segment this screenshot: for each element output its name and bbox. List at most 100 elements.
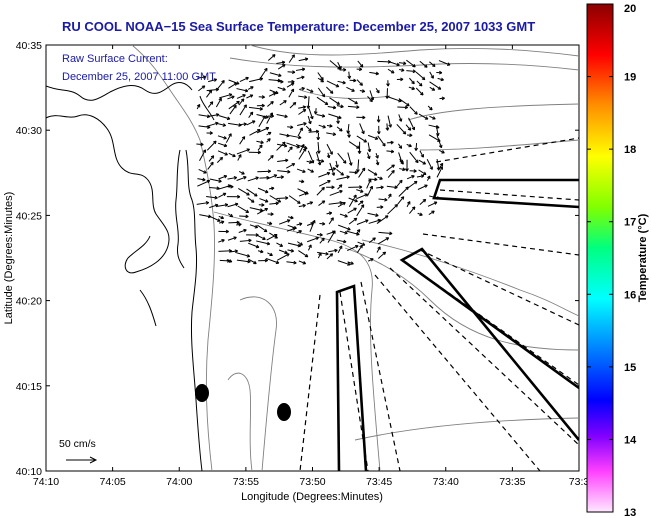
x-tick-label: 73:35 bbox=[499, 476, 525, 488]
current-vector bbox=[236, 148, 250, 155]
current-vector bbox=[358, 167, 366, 178]
current-vector bbox=[305, 125, 312, 132]
current-vector bbox=[247, 197, 255, 203]
x-tick-label: 74:10 bbox=[33, 476, 59, 488]
current-vector bbox=[306, 88, 314, 93]
current-vector bbox=[337, 245, 343, 254]
current-vector bbox=[229, 105, 237, 115]
current-vector bbox=[366, 179, 372, 189]
current-vector bbox=[337, 116, 339, 124]
current-vector bbox=[356, 244, 363, 253]
current-vector bbox=[406, 59, 416, 68]
current-vector bbox=[406, 175, 415, 180]
current-vector bbox=[276, 197, 289, 200]
current-vector bbox=[196, 202, 209, 205]
current-vector bbox=[199, 149, 206, 161]
current-vector bbox=[356, 193, 368, 200]
current-vector bbox=[288, 54, 295, 63]
current-vector bbox=[256, 208, 268, 215]
current-vector bbox=[296, 76, 305, 80]
current-vector bbox=[419, 150, 424, 158]
current-vector bbox=[335, 160, 338, 168]
current-vector bbox=[227, 176, 237, 180]
current-vector bbox=[198, 85, 206, 92]
current-vector bbox=[247, 176, 259, 182]
current-vector bbox=[289, 135, 302, 139]
current-vector bbox=[215, 97, 222, 108]
current-vector bbox=[317, 142, 320, 154]
current-vector bbox=[207, 114, 220, 118]
current-vector bbox=[197, 180, 210, 187]
current-vector bbox=[277, 170, 291, 173]
current-vector bbox=[336, 105, 344, 108]
current-vector bbox=[317, 72, 324, 81]
current-vector bbox=[265, 257, 280, 264]
current-vector bbox=[247, 258, 257, 265]
current-vector bbox=[346, 86, 355, 92]
current-vector bbox=[266, 112, 273, 124]
current-vector bbox=[256, 113, 269, 119]
current-vector bbox=[406, 70, 416, 73]
current-vector bbox=[427, 201, 438, 207]
current-vector bbox=[217, 150, 228, 156]
current-vector bbox=[286, 227, 296, 232]
current-vector bbox=[318, 124, 326, 128]
current-vector bbox=[269, 72, 282, 77]
current-vector bbox=[398, 98, 410, 107]
current-vector bbox=[277, 159, 289, 163]
current-vector bbox=[346, 245, 359, 252]
current-vector bbox=[286, 163, 295, 169]
current-vector bbox=[426, 159, 433, 170]
current-vector bbox=[337, 61, 342, 70]
x-tick-label: 74:00 bbox=[166, 476, 192, 488]
current-vector bbox=[298, 204, 306, 208]
current-vector bbox=[269, 89, 279, 94]
current-vector bbox=[307, 115, 312, 125]
current-vector bbox=[287, 249, 294, 252]
colorbar-tick-label: 19 bbox=[624, 72, 636, 84]
current-vector bbox=[216, 204, 228, 207]
current-vector bbox=[386, 141, 394, 144]
current-vector bbox=[218, 123, 226, 127]
x-axis-label: Longitude (Degrees:Minutes) bbox=[241, 491, 383, 503]
current-vector bbox=[328, 249, 338, 253]
current-vector bbox=[438, 60, 451, 66]
x-tick-label: 74:05 bbox=[99, 476, 125, 488]
current-vector bbox=[298, 250, 309, 258]
current-vector bbox=[209, 204, 219, 209]
current-vector bbox=[316, 113, 325, 117]
current-vector bbox=[295, 143, 308, 149]
current-vector bbox=[249, 129, 261, 136]
current-vector bbox=[298, 260, 306, 265]
current-vector bbox=[248, 106, 263, 110]
current-vector bbox=[239, 136, 246, 145]
current-vector bbox=[256, 127, 269, 134]
current-vector bbox=[429, 195, 440, 199]
current-vector bbox=[286, 261, 297, 264]
radar-dashed-lines bbox=[299, 137, 579, 471]
current-vector bbox=[246, 94, 254, 99]
current-vector bbox=[389, 61, 400, 66]
x-tick-label: 73:55 bbox=[233, 476, 259, 488]
current-vector bbox=[348, 141, 360, 149]
current-vector bbox=[258, 68, 268, 81]
current-vector bbox=[228, 79, 240, 85]
current-vector bbox=[218, 250, 232, 252]
current-vector bbox=[209, 215, 221, 222]
current-vector bbox=[249, 207, 263, 212]
current-vector bbox=[338, 224, 351, 231]
current-vector bbox=[349, 171, 358, 174]
current-vector bbox=[348, 71, 351, 79]
current-vector bbox=[276, 61, 285, 65]
current-vector bbox=[396, 123, 407, 135]
current-vector bbox=[267, 54, 276, 61]
current-vector bbox=[276, 114, 288, 118]
current-vector bbox=[356, 79, 363, 86]
current-vector bbox=[196, 143, 204, 146]
current-vector bbox=[219, 93, 232, 99]
current-vector bbox=[227, 95, 235, 100]
current-vector bbox=[318, 200, 326, 206]
current-vector bbox=[336, 239, 347, 243]
current-vector bbox=[386, 123, 389, 131]
current-vector bbox=[357, 159, 360, 173]
